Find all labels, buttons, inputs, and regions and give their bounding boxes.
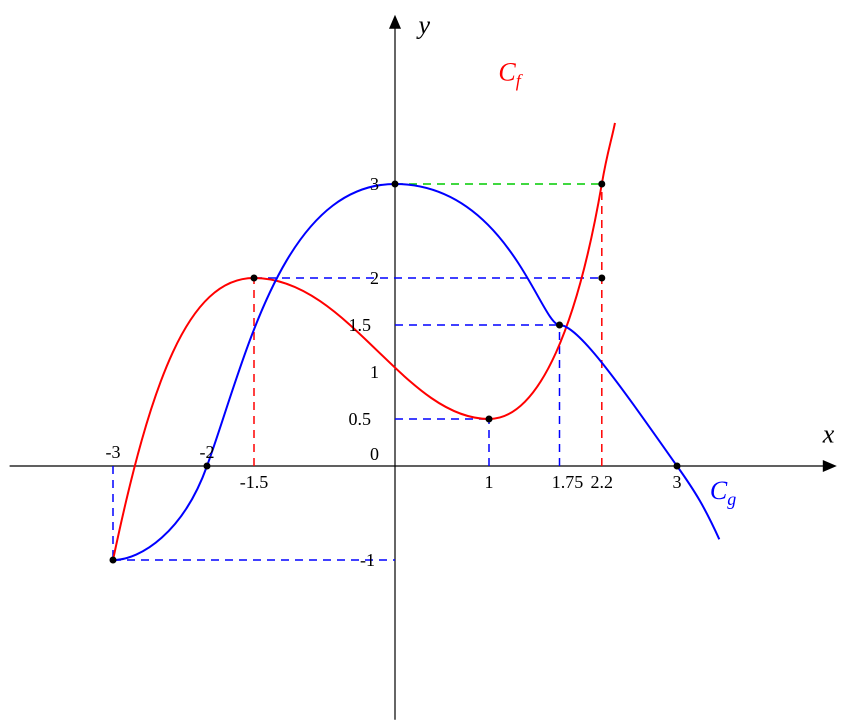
curve-label-Cg: Cg bbox=[710, 476, 736, 509]
x-tick-label: -2 bbox=[200, 442, 215, 462]
marked-point bbox=[556, 322, 563, 329]
y-tick-label: 2 bbox=[370, 268, 379, 288]
x-tick-label: -1.5 bbox=[240, 472, 269, 492]
marked-point bbox=[598, 181, 605, 188]
y-tick-label: 1.5 bbox=[349, 315, 372, 335]
x-tick-label: 2.2 bbox=[591, 472, 614, 492]
y-axis-arrow-icon bbox=[389, 15, 401, 29]
y-axis-label: y bbox=[416, 11, 431, 40]
y-tick-label: 0 bbox=[370, 444, 379, 464]
marked-point bbox=[110, 557, 117, 564]
y-tick-label: 3 bbox=[370, 174, 379, 194]
x-tick-label: 1.75 bbox=[552, 472, 584, 492]
marked-point bbox=[486, 416, 493, 423]
curve-Cg bbox=[113, 184, 719, 560]
chart-svg: Cf Cg -3 -2 -1.5 1 1.75 2.2 3 3 2 1.5 1 0.5 0 -1 x y bbox=[0, 0, 859, 722]
x-tick-label: 1 bbox=[485, 472, 494, 492]
x-tick-label: -3 bbox=[106, 442, 121, 462]
marked-point bbox=[674, 463, 681, 470]
math-chart: Cf Cg -3 -2 -1.5 1 1.75 2.2 3 3 2 1.5 1 0.5 0 -1 x y bbox=[0, 0, 859, 722]
y-tick-label: -1 bbox=[360, 550, 375, 570]
marked-point bbox=[251, 275, 258, 282]
y-tick-label: 0.5 bbox=[349, 409, 372, 429]
y-tick-label: 1 bbox=[370, 362, 379, 382]
x-tick-label: 3 bbox=[673, 472, 682, 492]
x-axis-arrow-icon bbox=[823, 460, 837, 472]
curve-label-Cf: Cf bbox=[498, 58, 523, 91]
marked-point bbox=[598, 275, 605, 282]
marked-point bbox=[204, 463, 211, 470]
x-axis-label: x bbox=[822, 420, 835, 449]
marked-point bbox=[392, 181, 399, 188]
